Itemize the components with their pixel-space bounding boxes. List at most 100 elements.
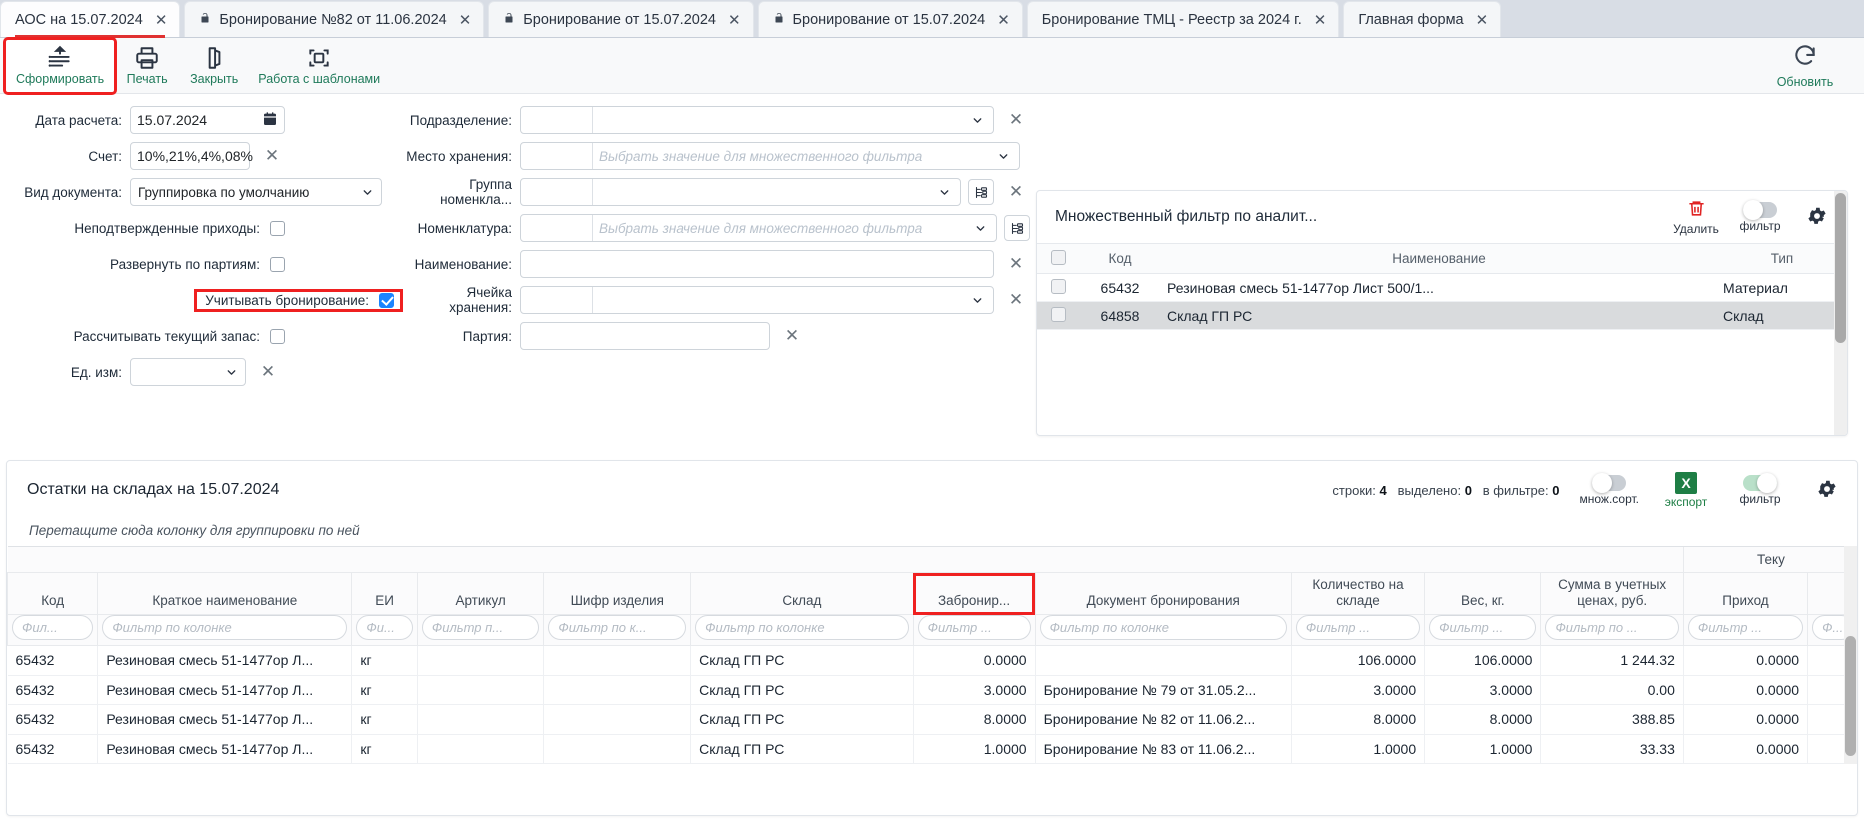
grid-col-filter-4[interactable]: Фильтр по к... xyxy=(543,614,692,647)
grid-col-filter-3[interactable]: Фильтр п... xyxy=(416,614,545,647)
select-all-checkbox[interactable] xyxy=(1050,249,1066,265)
chevron-down-icon[interactable] xyxy=(967,107,987,133)
account-input[interactable]: 10%,21%,4%,08% xyxy=(130,142,253,170)
grid-col-filter-11[interactable]: Фильтр ... xyxy=(1682,614,1809,647)
grid-filter-toggle-switch[interactable] xyxy=(1743,472,1777,493)
chevron-down-icon[interactable] xyxy=(934,179,954,205)
multifilter-toggle[interactable]: фильтр xyxy=(1733,199,1787,233)
doctype-select[interactable]: Группировка по умолчанию xyxy=(130,178,382,206)
column-filter-input[interactable]: Фильтр ... xyxy=(1429,615,1537,641)
toolbar-button-3[interactable]: Работа с шаблонами xyxy=(248,40,390,92)
export-button[interactable]: X экспорт xyxy=(1659,471,1713,509)
grid-col-header-10[interactable]: Сумма в учетных ценах, руб. xyxy=(1540,571,1684,616)
multifilter-scrollbar[interactable] xyxy=(1834,191,1847,435)
grid-col-header-0[interactable]: Код xyxy=(7,571,99,616)
tab-item-3[interactable]: Бронирование от 15.07.2024 ✕ xyxy=(757,1,1023,37)
table-row[interactable]: 65432 Резиновая смесь 51-1477ор Л... кг Скл… xyxy=(7,675,1857,706)
multifilter-settings-button[interactable] xyxy=(1797,205,1837,230)
tree-select-button[interactable] xyxy=(968,179,994,205)
multifilter-row[interactable]: 65432 Резиновая смесь 51-1477ор Лист 500/… xyxy=(1037,273,1847,302)
checkbox-input[interactable] xyxy=(379,292,394,308)
grid-col-filter-7[interactable]: Фильтр по колонке xyxy=(1034,614,1292,647)
clear-account-icon[interactable]: ✕ xyxy=(264,146,280,165)
field-control[interactable] xyxy=(520,286,994,314)
grid-col-filter-2[interactable]: Фи... xyxy=(351,614,418,647)
field-code-box[interactable] xyxy=(521,179,593,205)
field-control[interactable] xyxy=(520,178,961,206)
grid-col-header-6[interactable]: Забронир... xyxy=(912,571,1036,616)
clear-field-icon[interactable]: ✕ xyxy=(1008,182,1024,201)
group-drop-hint[interactable]: Перетащите сюда колонку для группировки … xyxy=(29,523,360,538)
table-row[interactable]: 65432 Резиновая смесь 51-1477ор Л... кг Скл… xyxy=(7,704,1857,735)
toolbar-button-1[interactable]: Печать xyxy=(114,40,180,92)
grid-col-header-11[interactable]: Приход xyxy=(1682,571,1809,616)
field-code-box[interactable] xyxy=(521,143,593,169)
grid-col-header-3[interactable]: Артикул xyxy=(416,571,545,616)
chevron-down-icon[interactable] xyxy=(357,179,377,205)
checkbox-row-0[interactable]: Неподтвержденные приходы: xyxy=(0,210,400,246)
tab-item-5[interactable]: Главная форма ✕ xyxy=(1343,1,1502,37)
column-filter-input[interactable]: Фильтр ... xyxy=(1687,615,1804,641)
field-value-box[interactable]: Выбрать значение для множественного филь… xyxy=(593,143,1019,169)
unit-select[interactable] xyxy=(130,358,246,386)
row-checkbox[interactable] xyxy=(1050,278,1066,294)
table-row[interactable]: 65432 Резиновая смесь 51-1477ор Л... кг Скл… xyxy=(7,645,1857,676)
tab-close-icon[interactable]: ✕ xyxy=(997,11,1010,29)
field-code-box[interactable] xyxy=(521,107,593,133)
tab-close-icon[interactable]: ✕ xyxy=(154,11,168,29)
field-code-box[interactable] xyxy=(521,287,593,313)
field-code-box[interactable] xyxy=(521,215,593,241)
refresh-button[interactable]: Обновить xyxy=(1760,40,1850,92)
tab-close-icon[interactable]: ✕ xyxy=(458,11,472,29)
grid-col-header-4[interactable]: Шифр изделия xyxy=(543,571,692,616)
col-name[interactable]: Наименование xyxy=(1161,243,1717,274)
grid-col-filter-9[interactable]: Фильтр ... xyxy=(1424,614,1542,647)
chevron-down-icon[interactable] xyxy=(970,215,990,241)
grid-col-filter-5[interactable]: Фильтр по колонке xyxy=(690,614,914,647)
column-filter-input[interactable]: Фи... xyxy=(356,615,413,641)
grid-col-filter-0[interactable]: Фил... xyxy=(7,614,99,647)
clear-unit-icon[interactable]: ✕ xyxy=(260,362,276,381)
grid-vertical-scrollbar[interactable] xyxy=(1844,546,1857,765)
grid-col-header-8[interactable]: Количество на складе xyxy=(1290,571,1426,616)
chevron-down-icon[interactable] xyxy=(221,359,241,385)
column-filter-input[interactable]: Фильтр по колонке xyxy=(102,615,348,641)
field-control[interactable]: Выбрать значение для множественного филь… xyxy=(520,142,1020,170)
clear-field-icon[interactable]: ✕ xyxy=(784,326,800,345)
chevron-down-icon[interactable] xyxy=(967,287,987,313)
checkbox-row-3[interactable]: Рассчитывать текущий запас: xyxy=(0,318,400,354)
grid-col-filter-6[interactable]: Фильтр ... xyxy=(912,614,1036,647)
column-filter-input[interactable]: Фильтр ... xyxy=(917,615,1031,641)
grid-col-header-2[interactable]: ЕИ xyxy=(351,571,418,616)
chevron-down-icon[interactable] xyxy=(993,143,1013,169)
grid-col-header-5[interactable]: Склад xyxy=(690,571,914,616)
grid-settings-button[interactable] xyxy=(1807,478,1847,503)
tab-item-1[interactable]: Бронирование №82 от 11.06.2024 ✕ xyxy=(184,1,485,37)
tree-select-button[interactable] xyxy=(1004,215,1030,241)
column-filter-input[interactable]: Фильтр по ... xyxy=(1545,615,1679,641)
field-value-box[interactable]: Выбрать значение для множественного филь… xyxy=(593,215,996,241)
field-value-box[interactable] xyxy=(593,179,960,205)
toolbar-button-0[interactable]: Сформировать xyxy=(2,36,118,95)
tab-close-icon[interactable]: ✕ xyxy=(1475,11,1489,29)
multisort-toggle-switch[interactable] xyxy=(1592,472,1627,493)
field-control[interactable]: Выбрать значение для множественного филь… xyxy=(520,214,997,242)
tab-close-icon[interactable]: ✕ xyxy=(1313,11,1327,29)
checkbox-input[interactable] xyxy=(270,220,285,236)
field-control[interactable] xyxy=(520,322,770,350)
table-row[interactable]: 65432 Резиновая смесь 51-1477ор Л... кг Скл… xyxy=(7,734,1857,765)
multisort-toggle[interactable]: множ.сорт. xyxy=(1580,472,1639,506)
select-all-cell[interactable] xyxy=(1037,243,1079,274)
multifilter-row[interactable]: 64858 Склад ГП РС Склад xyxy=(1037,301,1847,330)
row-select-cell[interactable] xyxy=(1037,301,1079,330)
field-control[interactable] xyxy=(520,106,994,134)
grid-col-header-7[interactable]: Документ бронирования xyxy=(1034,571,1292,616)
grid-col-filter-10[interactable]: Фильтр по ... xyxy=(1540,614,1684,647)
toolbar-button-2[interactable]: Закрыть xyxy=(180,40,248,92)
column-filter-input[interactable]: Фильтр по к... xyxy=(548,615,687,641)
column-filter-input[interactable]: Фильтр по колонке xyxy=(695,615,909,641)
column-filter-input[interactable]: Фил... xyxy=(12,615,94,641)
filter-toggle-switch[interactable] xyxy=(1743,199,1777,220)
grid-col-header-9[interactable]: Вес, кг. xyxy=(1424,571,1542,616)
column-filter-input[interactable]: Фильтр п... xyxy=(421,615,540,641)
